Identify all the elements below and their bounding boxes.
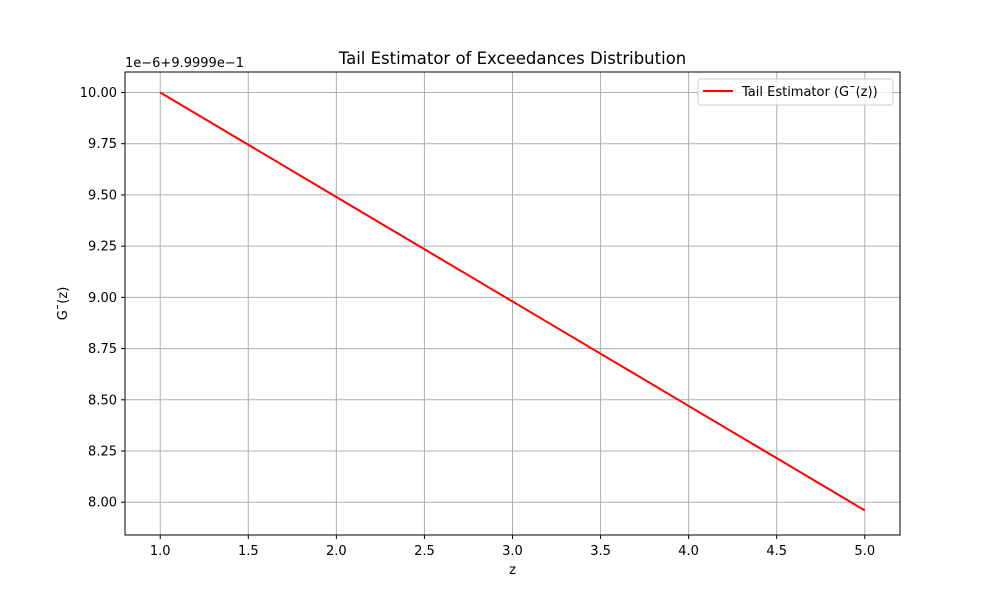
x-tick-label: 1.0 (150, 544, 171, 559)
legend: Tail Estimator (G¯(z)) (697, 78, 894, 106)
x-tick-label: 2.0 (326, 544, 347, 559)
y-tick-label: 9.75 (88, 137, 117, 152)
x-axis-ticks: 1.0 1.5 2.0 2.5 3.0 3.5 4.0 4.5 5.0 (150, 535, 875, 559)
y-axis-offset-text: 1e−6+9.9999e−1 (125, 56, 244, 71)
y-tick-label: 8.50 (88, 393, 117, 408)
x-tick-label: 1.5 (238, 544, 259, 559)
y-tick-label: 9.25 (88, 240, 117, 255)
x-tick-label: 4.5 (766, 544, 787, 559)
chart-title: Tail Estimator of Exceedances Distributi… (338, 49, 687, 68)
x-axis-label: z (509, 563, 516, 578)
y-tick-label: 9.50 (88, 188, 117, 203)
x-tick-label: 5.0 (854, 544, 875, 559)
grid (125, 72, 900, 535)
series-layer (159, 91, 866, 512)
x-tick-label: 2.5 (414, 544, 435, 559)
y-tick-label: 8.75 (88, 342, 117, 357)
x-tick-label: 3.0 (502, 544, 523, 559)
series-line (159, 91, 866, 512)
y-tick-label: 10.00 (80, 86, 117, 101)
y-tick-label: 9.00 (88, 291, 117, 306)
legend-label: Tail Estimator (G¯(z)) (741, 85, 878, 100)
y-axis-label: G¯(z) (56, 287, 71, 321)
y-axis-ticks: 8.00 8.25 8.50 8.75 9.00 9.25 9.50 9.75 10.00 (80, 86, 125, 511)
x-tick-label: 4.0 (678, 544, 699, 559)
y-tick-label: 8.25 (88, 445, 117, 460)
legend-box (697, 78, 894, 106)
y-tick-label: 8.00 (88, 496, 117, 511)
x-tick-label: 3.5 (590, 544, 611, 559)
